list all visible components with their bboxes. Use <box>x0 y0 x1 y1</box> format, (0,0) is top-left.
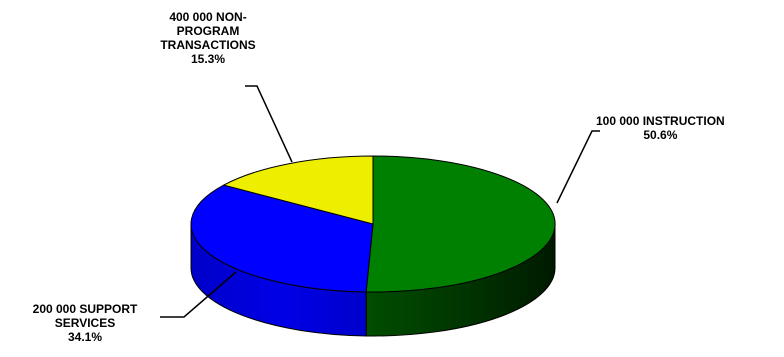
slice-percent-non-program: 15.3% <box>190 52 226 66</box>
leader-line-non-program <box>245 85 293 163</box>
slice-percent-instruction: 50.6% <box>643 128 678 142</box>
leader-line-instruction <box>556 130 600 204</box>
pie-slice-non-program <box>222 155 374 225</box>
slice-name-non-program: 400 000 NON-PROGRAM TRANSACTIONS <box>160 10 256 52</box>
slice-percent-support-services: 34.1% <box>67 330 103 344</box>
pie-slice-support-services <box>190 184 374 293</box>
slice-name-support-services: 200 000 SUPPORT SERVICES <box>32 302 138 330</box>
slice-label-non-program: 400 000 NON-PROGRAM TRANSACTIONS 15.3% <box>148 10 268 66</box>
pie-slice-instruction <box>365 155 556 293</box>
slice-label-instruction: 100 000 INSTRUCTION 50.6% <box>596 114 725 142</box>
slice-name-instruction: 100 000 INSTRUCTION <box>596 114 725 128</box>
slice-label-support-services: 200 000 SUPPORT SERVICES 34.1% <box>10 302 160 344</box>
leader-line-support-services <box>160 271 237 318</box>
